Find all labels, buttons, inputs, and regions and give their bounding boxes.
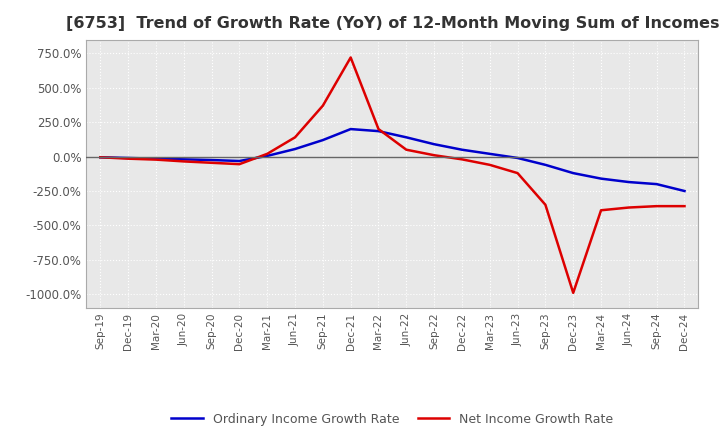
Net Income Growth Rate (291, 135, 300, 140)
Line: Net Income Growth Rate: Net Income Growth Rate (100, 58, 685, 293)
Ordinary Income Growth Rate (124, 155, 132, 161)
Ordinary Income Growth Rate (207, 158, 216, 163)
Ordinary Income Growth Rate (569, 170, 577, 176)
Net Income Growth Rate (235, 161, 243, 167)
Ordinary Income Growth Rate (318, 137, 327, 143)
Legend: Ordinary Income Growth Rate, Net Income Growth Rate: Ordinary Income Growth Rate, Net Income … (166, 407, 618, 431)
Ordinary Income Growth Rate (680, 188, 689, 194)
Net Income Growth Rate (430, 153, 438, 158)
Ordinary Income Growth Rate (346, 126, 355, 132)
Ordinary Income Growth Rate (152, 156, 161, 161)
Ordinary Income Growth Rate (541, 162, 550, 168)
Net Income Growth Rate (179, 159, 188, 164)
Net Income Growth Rate (318, 103, 327, 108)
Net Income Growth Rate (569, 290, 577, 296)
Net Income Growth Rate (346, 55, 355, 60)
Net Income Growth Rate (263, 151, 271, 157)
Ordinary Income Growth Rate (291, 147, 300, 152)
Ordinary Income Growth Rate (652, 181, 661, 187)
Net Income Growth Rate (207, 160, 216, 165)
Ordinary Income Growth Rate (374, 128, 383, 134)
Net Income Growth Rate (152, 157, 161, 162)
Net Income Growth Rate (541, 202, 550, 207)
Net Income Growth Rate (597, 208, 606, 213)
Ordinary Income Growth Rate (485, 151, 494, 157)
Ordinary Income Growth Rate (263, 153, 271, 158)
Net Income Growth Rate (124, 156, 132, 161)
Net Income Growth Rate (402, 147, 410, 152)
Net Income Growth Rate (96, 154, 104, 160)
Net Income Growth Rate (680, 204, 689, 209)
Ordinary Income Growth Rate (458, 147, 467, 152)
Title: [6753]  Trend of Growth Rate (YoY) of 12-Month Moving Sum of Incomes: [6753] Trend of Growth Rate (YoY) of 12-… (66, 16, 719, 32)
Ordinary Income Growth Rate (430, 142, 438, 147)
Net Income Growth Rate (624, 205, 633, 210)
Ordinary Income Growth Rate (96, 154, 104, 160)
Ordinary Income Growth Rate (624, 180, 633, 185)
Net Income Growth Rate (513, 170, 522, 176)
Net Income Growth Rate (485, 162, 494, 168)
Ordinary Income Growth Rate (235, 158, 243, 164)
Line: Ordinary Income Growth Rate: Ordinary Income Growth Rate (100, 129, 685, 191)
Net Income Growth Rate (652, 204, 661, 209)
Ordinary Income Growth Rate (513, 155, 522, 161)
Ordinary Income Growth Rate (597, 176, 606, 181)
Net Income Growth Rate (374, 126, 383, 132)
Ordinary Income Growth Rate (179, 157, 188, 162)
Net Income Growth Rate (458, 157, 467, 162)
Ordinary Income Growth Rate (402, 135, 410, 140)
